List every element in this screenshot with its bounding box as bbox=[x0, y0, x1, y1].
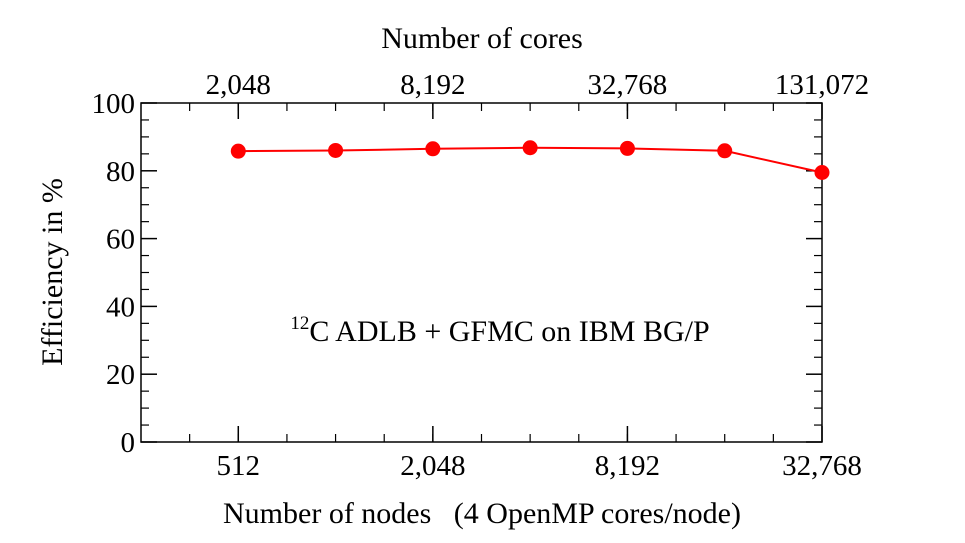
chart-annotation: 12C ADLB + GFMC on IBM BG/P bbox=[290, 313, 709, 348]
data-point bbox=[425, 141, 441, 157]
y-axis-ticks: 0 20 40 60 80 100 bbox=[92, 88, 822, 459]
y-axis-label: Efficiency in % bbox=[36, 178, 69, 366]
x-axis-label: Number of nodes (4 OpenMP cores/node) bbox=[223, 497, 741, 530]
y-tick-label: 20 bbox=[106, 359, 135, 391]
y-tick-label: 60 bbox=[106, 224, 135, 256]
x-tick-label: 2,048 bbox=[400, 450, 465, 482]
annotation-superscript: 12 bbox=[290, 313, 309, 334]
data-point bbox=[814, 164, 830, 180]
data-point bbox=[328, 142, 344, 158]
top-axis-ticks: 2,048 8,192 32,768 131,072 bbox=[189, 69, 869, 119]
data-point bbox=[619, 140, 635, 156]
x-tick-label: 32,768 bbox=[782, 450, 862, 482]
top-tick-label: 2,048 bbox=[206, 69, 271, 101]
top-tick-label: 131,072 bbox=[775, 69, 869, 101]
top-tick-label: 32,768 bbox=[588, 69, 668, 101]
top-tick-label: 8,192 bbox=[400, 69, 465, 101]
top-axis-title: Number of cores bbox=[381, 22, 583, 55]
bottom-axis-ticks: 512 2,048 8,192 32,768 bbox=[189, 426, 862, 482]
data-point bbox=[717, 143, 733, 159]
x-tick-label: 512 bbox=[217, 450, 261, 482]
data-point bbox=[230, 143, 246, 159]
y-tick-label: 40 bbox=[106, 291, 135, 323]
data-point bbox=[522, 140, 538, 156]
y-tick-label: 0 bbox=[121, 427, 136, 459]
series-layer bbox=[230, 140, 830, 180]
x-tick-label: 8,192 bbox=[595, 450, 660, 482]
annotation-text: C ADLB + GFMC on IBM BG/P bbox=[309, 315, 709, 348]
y-tick-label: 100 bbox=[92, 88, 136, 120]
y-tick-label: 80 bbox=[106, 156, 135, 188]
